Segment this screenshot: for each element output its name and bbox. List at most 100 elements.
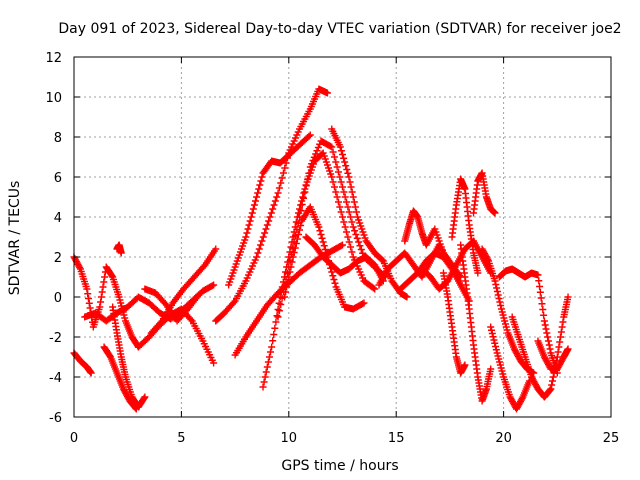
data-point [273, 312, 281, 320]
data-point [244, 225, 252, 233]
y-tick-label: -6 [49, 411, 62, 426]
data-point [306, 163, 314, 171]
data-point [557, 328, 565, 336]
data-point [277, 179, 285, 187]
data-point [342, 162, 350, 170]
data-point [351, 227, 359, 235]
data-point [316, 227, 324, 235]
data-point [547, 385, 555, 393]
data-point [271, 324, 279, 332]
data-point [322, 249, 330, 257]
data-point [318, 234, 326, 242]
data-point [271, 197, 279, 205]
data-point [492, 343, 500, 350]
data-point [496, 298, 504, 306]
y-tick-label: -2 [49, 331, 62, 346]
data-point [257, 241, 265, 249]
data-point [355, 238, 363, 246]
data-point [564, 293, 572, 301]
data-point [330, 153, 338, 161]
data-point [329, 178, 337, 186]
data-point [360, 299, 368, 307]
data-point [279, 169, 287, 177]
data-point [141, 393, 149, 401]
data-point [285, 273, 293, 281]
y-tick-label: 4 [54, 211, 62, 226]
series-track-24 [457, 241, 495, 405]
series-track-8 [141, 285, 203, 325]
data-point [336, 203, 344, 211]
data-point [549, 373, 557, 381]
data-point [108, 272, 116, 280]
data-point [493, 288, 501, 295]
data-point [337, 147, 345, 155]
data-point [340, 218, 348, 226]
data-point [306, 131, 314, 139]
plot-frame [73, 56, 612, 418]
data-point [265, 217, 273, 225]
data-point [541, 321, 549, 329]
data-point [301, 188, 309, 196]
data-point [337, 208, 345, 216]
data-point [291, 244, 299, 252]
grid-lines [74, 57, 611, 417]
data-point [548, 381, 556, 389]
data-point [258, 173, 266, 181]
data-point [269, 205, 277, 213]
data-point [487, 323, 495, 331]
data-point [140, 394, 148, 402]
data-point [267, 209, 275, 217]
data-point [308, 160, 316, 168]
data-point [326, 142, 334, 150]
data-point [564, 345, 572, 353]
data-point [100, 278, 108, 286]
data-point [343, 228, 351, 236]
series-track-19 [401, 207, 465, 281]
data-point [553, 353, 561, 361]
data-point [245, 221, 253, 229]
data-point [254, 189, 262, 197]
series-track-2 [70, 349, 95, 377]
data-point [487, 365, 495, 373]
series-track-29 [508, 293, 572, 401]
data-point [255, 245, 263, 253]
data-point [259, 233, 267, 241]
data-point [195, 291, 203, 299]
series-track-10 [212, 85, 331, 325]
data-point [284, 278, 292, 286]
data-point [323, 89, 331, 97]
data-point [97, 293, 105, 301]
data-point [243, 229, 251, 237]
data-point [273, 193, 281, 201]
data-point [494, 291, 502, 299]
data-point [315, 223, 323, 231]
data-point [312, 150, 320, 158]
data-point [289, 253, 297, 261]
data-point [298, 201, 306, 208]
data-point [288, 258, 296, 266]
data-point [488, 326, 496, 334]
data-point [339, 241, 346, 249]
data-point [314, 144, 322, 151]
data-point [248, 209, 256, 217]
data-point [157, 319, 165, 326]
y-tick-label: 2 [54, 251, 62, 266]
data-point [210, 359, 218, 367]
data-point [299, 193, 307, 201]
data-point [267, 348, 275, 356]
data-point [305, 132, 313, 140]
data-point [230, 299, 238, 306]
data-point [270, 201, 278, 209]
data-point [536, 283, 544, 290]
data-point [272, 318, 280, 326]
data-point [491, 339, 499, 347]
data-point [317, 231, 325, 238]
x-tick-label: 0 [70, 431, 78, 446]
data-point [352, 208, 360, 216]
data-point [350, 198, 358, 206]
data-point [297, 222, 305, 229]
data-point [344, 203, 352, 211]
data-point [542, 325, 550, 333]
